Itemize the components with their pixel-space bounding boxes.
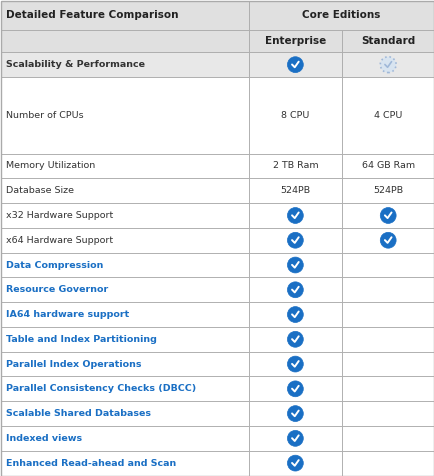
- Text: Parallel Consistency Checks (DBCC): Parallel Consistency Checks (DBCC): [7, 384, 196, 393]
- Text: x64 Hardware Support: x64 Hardware Support: [7, 236, 113, 245]
- Bar: [341, 278, 434, 302]
- Bar: [341, 77, 434, 154]
- Text: 64 GB Ram: 64 GB Ram: [361, 161, 414, 170]
- Bar: [248, 401, 341, 426]
- Bar: [0, 0, 248, 30]
- Bar: [248, 0, 434, 30]
- Text: Enterprise: Enterprise: [264, 36, 325, 46]
- Text: Table and Index Partitioning: Table and Index Partitioning: [7, 335, 157, 344]
- Bar: [248, 30, 341, 52]
- Bar: [248, 154, 341, 178]
- Bar: [248, 302, 341, 327]
- Circle shape: [379, 57, 395, 72]
- Bar: [248, 253, 341, 278]
- Circle shape: [287, 307, 302, 322]
- Bar: [248, 426, 341, 451]
- Text: Enhanced Read-ahead and Scan: Enhanced Read-ahead and Scan: [7, 458, 176, 467]
- Bar: [341, 302, 434, 327]
- Bar: [248, 327, 341, 352]
- Text: Scalable Shared Databases: Scalable Shared Databases: [7, 409, 151, 418]
- Text: Resource Governor: Resource Governor: [7, 285, 108, 294]
- Bar: [341, 451, 434, 476]
- Circle shape: [287, 208, 302, 223]
- Text: Parallel Index Operations: Parallel Index Operations: [7, 359, 141, 368]
- Bar: [0, 30, 248, 52]
- Circle shape: [379, 208, 395, 223]
- Text: 524PB: 524PB: [372, 186, 402, 195]
- Text: Standard: Standard: [360, 36, 414, 46]
- Circle shape: [287, 232, 302, 248]
- Circle shape: [287, 430, 302, 446]
- Bar: [0, 451, 248, 476]
- Text: 524PB: 524PB: [279, 186, 310, 195]
- Bar: [0, 203, 248, 228]
- Bar: [341, 154, 434, 178]
- Bar: [0, 52, 248, 77]
- Circle shape: [287, 381, 302, 397]
- Bar: [0, 178, 248, 203]
- Text: Database Size: Database Size: [7, 186, 74, 195]
- Circle shape: [287, 331, 302, 347]
- Bar: [341, 178, 434, 203]
- Bar: [0, 327, 248, 352]
- Bar: [341, 426, 434, 451]
- Bar: [248, 352, 341, 377]
- Bar: [341, 203, 434, 228]
- Bar: [341, 30, 434, 52]
- Text: Indexed views: Indexed views: [7, 434, 82, 443]
- Bar: [0, 228, 248, 253]
- Text: Memory Utilization: Memory Utilization: [7, 161, 95, 170]
- Text: Scalability & Performance: Scalability & Performance: [7, 60, 145, 69]
- Circle shape: [287, 257, 302, 273]
- Bar: [248, 178, 341, 203]
- Circle shape: [287, 282, 302, 298]
- Circle shape: [287, 356, 302, 372]
- Bar: [0, 154, 248, 178]
- Circle shape: [287, 406, 302, 422]
- Bar: [248, 278, 341, 302]
- Text: 2 TB Ram: 2 TB Ram: [272, 161, 317, 170]
- Text: 4 CPU: 4 CPU: [373, 111, 401, 120]
- Bar: [341, 228, 434, 253]
- Bar: [248, 77, 341, 154]
- Circle shape: [287, 57, 302, 72]
- Bar: [341, 401, 434, 426]
- Bar: [248, 451, 341, 476]
- Bar: [248, 377, 341, 401]
- Text: Data Compression: Data Compression: [7, 260, 104, 269]
- Bar: [0, 253, 248, 278]
- Bar: [248, 52, 341, 77]
- Text: IA64 hardware support: IA64 hardware support: [7, 310, 129, 319]
- Text: x32 Hardware Support: x32 Hardware Support: [7, 211, 113, 220]
- Circle shape: [379, 232, 395, 248]
- Bar: [0, 77, 248, 154]
- Bar: [341, 253, 434, 278]
- Bar: [248, 203, 341, 228]
- Bar: [0, 352, 248, 377]
- Circle shape: [287, 455, 302, 471]
- Bar: [341, 377, 434, 401]
- Bar: [248, 228, 341, 253]
- Bar: [0, 377, 248, 401]
- Text: Detailed Feature Comparison: Detailed Feature Comparison: [7, 10, 178, 20]
- Bar: [0, 278, 248, 302]
- Bar: [0, 302, 248, 327]
- Bar: [341, 52, 434, 77]
- Bar: [0, 426, 248, 451]
- Bar: [341, 352, 434, 377]
- Bar: [341, 327, 434, 352]
- Text: 8 CPU: 8 CPU: [280, 111, 309, 120]
- Bar: [0, 401, 248, 426]
- Text: Number of CPUs: Number of CPUs: [7, 111, 84, 120]
- Text: Core Editions: Core Editions: [302, 10, 380, 20]
